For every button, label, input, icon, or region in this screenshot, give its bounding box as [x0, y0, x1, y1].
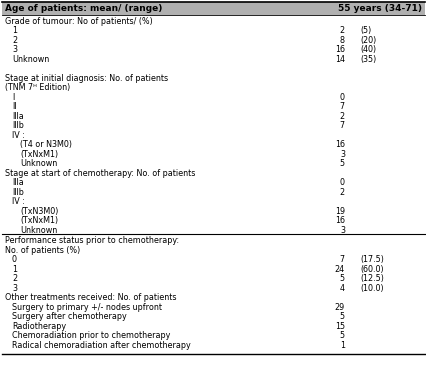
- Text: 7: 7: [339, 121, 344, 130]
- Text: Age of patients: mean/ (range): Age of patients: mean/ (range): [5, 4, 162, 13]
- Text: IIIa: IIIa: [12, 178, 24, 187]
- Text: 5: 5: [339, 274, 344, 283]
- Text: IIIa: IIIa: [12, 112, 24, 121]
- Text: Grade of tumour: No of patients/ (%): Grade of tumour: No of patients/ (%): [5, 17, 153, 26]
- Text: 55 years (34-71): 55 years (34-71): [337, 4, 421, 13]
- Text: IIIb: IIIb: [12, 121, 24, 130]
- Text: 0: 0: [339, 178, 344, 187]
- Text: Stage at start of chemotherapy: No. of patients: Stage at start of chemotherapy: No. of p…: [5, 169, 195, 177]
- Text: 5: 5: [339, 312, 344, 321]
- Text: Surgery to primary +/- nodes upfront: Surgery to primary +/- nodes upfront: [12, 303, 161, 312]
- Text: 2: 2: [339, 26, 344, 35]
- Text: Performance status prior to chemotherapy:: Performance status prior to chemotherapy…: [5, 236, 178, 245]
- Text: 2: 2: [339, 112, 344, 121]
- Text: (60.0): (60.0): [359, 264, 383, 274]
- Text: (35): (35): [359, 55, 375, 64]
- Text: Stage at initial diagnosis: No. of patients: Stage at initial diagnosis: No. of patie…: [5, 74, 168, 83]
- Text: (17.5): (17.5): [359, 255, 383, 264]
- Text: 8: 8: [339, 36, 344, 45]
- Text: 1: 1: [12, 26, 17, 35]
- Text: (40): (40): [359, 45, 375, 54]
- Text: Other treatments received: No. of patients: Other treatments received: No. of patien…: [5, 293, 176, 302]
- Text: 3: 3: [12, 284, 17, 293]
- Text: 16: 16: [334, 45, 344, 54]
- Text: II: II: [12, 102, 17, 111]
- Text: (TxN3M0): (TxN3M0): [20, 207, 58, 216]
- Text: 5: 5: [339, 331, 344, 340]
- Text: 2: 2: [12, 36, 17, 45]
- Text: Surgery after chemotherapy: Surgery after chemotherapy: [12, 312, 127, 321]
- Text: (T4 or N3M0): (T4 or N3M0): [20, 140, 72, 149]
- Text: Chemoradiation prior to chemotherapy: Chemoradiation prior to chemotherapy: [12, 331, 170, 340]
- Text: 19: 19: [334, 207, 344, 216]
- Text: 3: 3: [339, 150, 344, 159]
- Text: (TxNxM1): (TxNxM1): [20, 216, 58, 225]
- Text: 5: 5: [339, 159, 344, 168]
- Text: Radiotherapy: Radiotherapy: [12, 322, 66, 331]
- Text: 1: 1: [12, 264, 17, 274]
- Text: 3: 3: [339, 226, 344, 235]
- Text: I: I: [12, 93, 14, 102]
- Text: 2: 2: [12, 274, 17, 283]
- Text: 0: 0: [12, 255, 17, 264]
- Text: 7: 7: [339, 102, 344, 111]
- Text: IV :: IV :: [12, 197, 25, 206]
- Text: 24: 24: [334, 264, 344, 274]
- Text: 15: 15: [334, 322, 344, 331]
- Text: 14: 14: [334, 55, 344, 64]
- Text: 4: 4: [339, 284, 344, 293]
- Text: Radical chemoradiation after chemotherapy: Radical chemoradiation after chemotherap…: [12, 341, 190, 350]
- Text: Unknown: Unknown: [20, 159, 57, 168]
- Bar: [2, 2, 424, 15]
- Text: 16: 16: [334, 140, 344, 149]
- Text: IV :: IV :: [12, 131, 25, 140]
- Text: Unknown: Unknown: [20, 226, 57, 235]
- Text: (10.0): (10.0): [359, 284, 383, 293]
- Text: (5): (5): [359, 26, 370, 35]
- Text: 1: 1: [339, 341, 344, 350]
- Text: (12.5): (12.5): [359, 274, 383, 283]
- Text: 7: 7: [339, 255, 344, 264]
- Text: 2: 2: [339, 187, 344, 197]
- Text: 3: 3: [12, 45, 17, 54]
- Text: (20): (20): [359, 36, 375, 45]
- Text: 0: 0: [339, 93, 344, 102]
- Text: 29: 29: [334, 303, 344, 312]
- Text: No. of patients (%): No. of patients (%): [5, 246, 80, 254]
- Text: IIIb: IIIb: [12, 187, 24, 197]
- Text: (TxNxM1): (TxNxM1): [20, 150, 58, 159]
- Text: 16: 16: [334, 216, 344, 225]
- Text: Unknown: Unknown: [12, 55, 49, 64]
- Text: (TNM 7ᵸ Edition): (TNM 7ᵸ Edition): [5, 83, 70, 92]
